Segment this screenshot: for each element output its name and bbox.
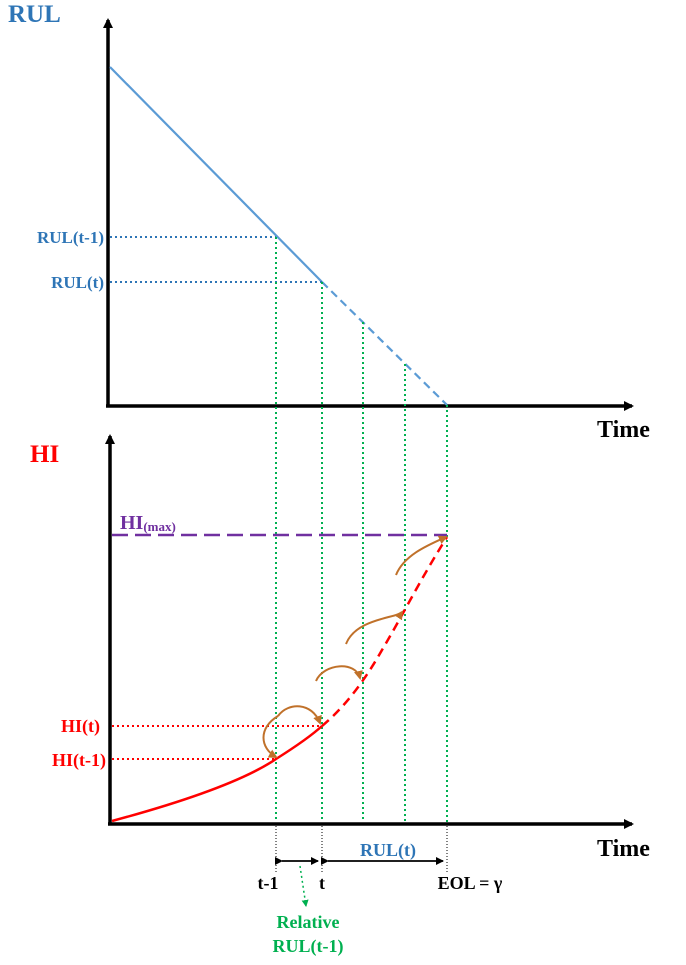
hi-now-label: HI(t) — [61, 716, 100, 737]
step-arc-2 — [277, 705, 322, 725]
bottom-y-axis-label: HI — [30, 441, 59, 468]
hi-max-subscript: (max) — [143, 519, 176, 534]
step-arc-5 — [395, 535, 448, 576]
relative-rul-label-line1: Relative — [277, 912, 340, 932]
eol-label: EOL = γ — [438, 873, 503, 893]
relative-rul-label-line2: RUL(t-1) — [273, 936, 344, 957]
rul-extrapolation-line — [321, 281, 448, 406]
relative-rul-pointer — [299, 865, 309, 907]
rul-decline-line — [109, 66, 323, 283]
top-x-axis-label: Time — [597, 417, 650, 443]
top-panel: RUL Time RUL(t-1) RUL(t) — [8, 1, 650, 443]
hi-curve-predicted — [321, 536, 449, 727]
rul-prev-label: RUL(t-1) — [37, 228, 104, 247]
rul-span-label: RUL(t) — [360, 840, 416, 861]
hi-curve-observed — [111, 725, 323, 823]
t-now-label: t — [319, 873, 325, 893]
step-arc-1 — [262, 715, 279, 758]
time-annotations: RUL(t) t-1 t EOL = γ Relative RUL(t-1) — [258, 826, 503, 957]
rul-now-label: RUL(t) — [51, 273, 104, 292]
bottom-x-axis-label: Time — [597, 836, 650, 862]
top-y-axis-label: RUL — [8, 1, 61, 28]
hi-prev-label: HI(t-1) — [52, 750, 106, 771]
bottom-panel: HI Time HI(max) HI(t) HI(t-1) — [30, 434, 650, 862]
prediction-step-arcs — [262, 535, 448, 758]
step-arc-4 — [345, 610, 404, 645]
hi-max-label: HI(max) — [120, 512, 176, 534]
t-prev-label: t-1 — [258, 873, 279, 893]
step-arc-3 — [315, 665, 363, 682]
time-guides — [275, 237, 448, 822]
